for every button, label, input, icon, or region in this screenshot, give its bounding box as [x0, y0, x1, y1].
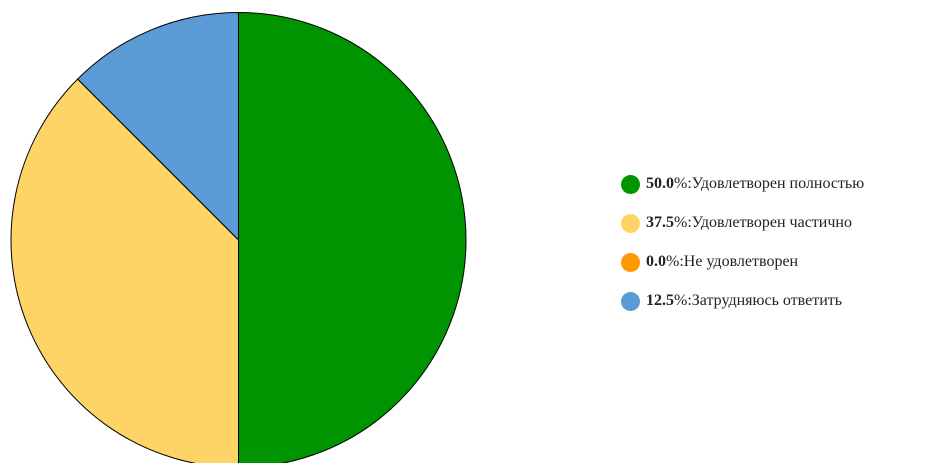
legend-item-1: 37.5%: Удовлетворен частично	[621, 213, 864, 233]
legend-label-1: Удовлетворен частично	[692, 214, 852, 232]
legend-label-2: Не удовлетворен	[684, 253, 798, 271]
chart-legend: 50.0%: Удовлетворен полностью 37.5%: Удов…	[621, 174, 864, 330]
legend-separator: %:	[674, 292, 692, 310]
legend-swatch-1	[621, 214, 640, 233]
legend-separator: %:	[674, 175, 692, 193]
legend-label-3: Затрудняюсь ответить	[692, 292, 842, 310]
legend-swatch-0	[621, 175, 640, 194]
legend-swatch-2	[621, 253, 640, 272]
legend-separator: %:	[674, 214, 692, 232]
legend-item-2: 0.0%: Не удовлетворен	[621, 252, 864, 272]
legend-percent-3: 12.5	[646, 292, 674, 310]
legend-percent-2: 0.0	[646, 253, 666, 271]
legend-item-0: 50.0%: Удовлетворен полностью	[621, 174, 864, 194]
legend-swatch-3	[621, 292, 640, 311]
pie-chart-plot	[0, 0, 480, 463]
legend-separator: %:	[666, 253, 684, 271]
legend-label-0: Удовлетворен полностью	[692, 175, 864, 193]
legend-percent-0: 50.0	[646, 175, 674, 193]
legend-item-3: 12.5%: Затрудняюсь ответить	[621, 291, 864, 311]
pie-slice-0	[239, 13, 467, 463]
legend-percent-1: 37.5	[646, 214, 674, 232]
